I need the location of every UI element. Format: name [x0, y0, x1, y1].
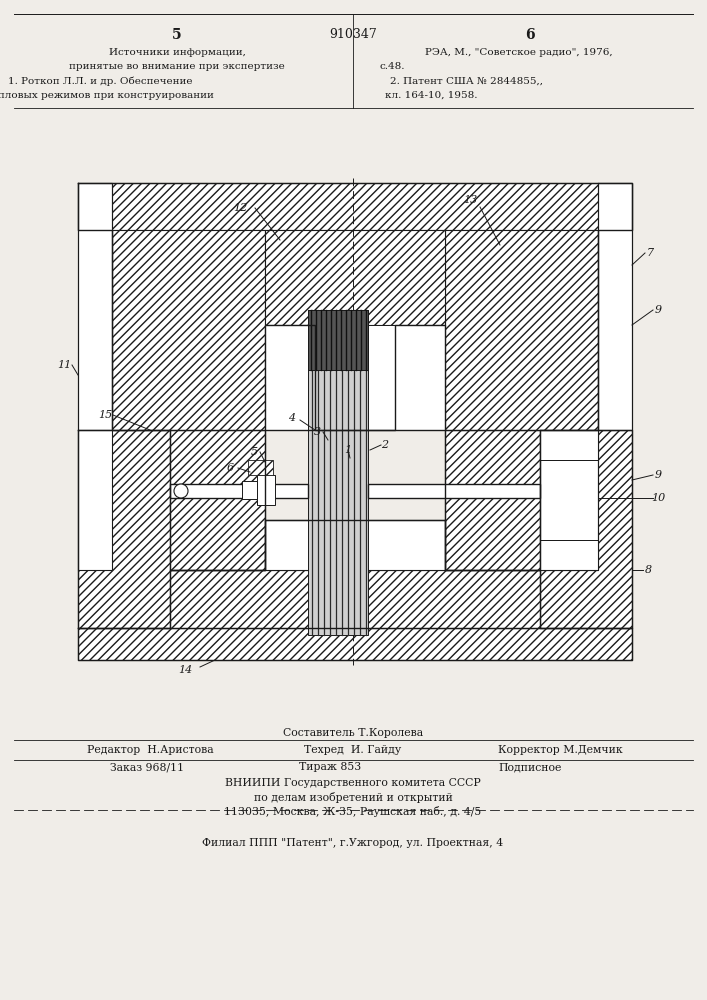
Bar [112, 230, 265, 430]
Text: Заказ 968/11: Заказ 968/11 [110, 762, 184, 772]
Bar [265, 230, 445, 325]
Text: 2. Патент США № 2844855,,: 2. Патент США № 2844855,, [390, 77, 543, 86]
Bar [78, 628, 632, 660]
Bar [368, 484, 540, 498]
Text: 1. Роткоп Л.Л. и др. Обеспечение: 1. Роткоп Л.Л. и др. Обеспечение [8, 77, 192, 87]
Text: 5: 5 [250, 447, 257, 457]
Bar [78, 430, 170, 628]
Bar [308, 310, 368, 635]
Text: 13: 13 [463, 195, 477, 205]
Bar [540, 540, 598, 570]
Bar [257, 475, 275, 505]
Bar [170, 484, 308, 498]
Bar [78, 183, 632, 230]
Text: 9: 9 [655, 305, 662, 315]
Text: 910347: 910347 [329, 28, 377, 41]
Text: 8: 8 [645, 565, 652, 575]
Ellipse shape [174, 484, 188, 498]
Text: 4: 4 [288, 413, 296, 423]
Bar [315, 325, 395, 430]
Bar [395, 325, 445, 430]
Bar [78, 430, 112, 570]
Text: 2: 2 [382, 440, 389, 450]
Text: кл. 164-10, 1958.: кл. 164-10, 1958. [385, 91, 477, 100]
Text: 14: 14 [178, 665, 192, 675]
Text: тепловых режимов при конструировании: тепловых режимов при конструировании [0, 91, 214, 100]
Text: 6: 6 [525, 28, 534, 42]
Text: 11: 11 [57, 360, 71, 370]
Text: ВНИИПИ Государственного комитета СССР: ВНИИПИ Государственного комитета СССР [225, 778, 481, 788]
Bar [540, 430, 632, 628]
Text: РЭА, М., "Советское радио", 1976,: РЭА, М., "Советское радио", 1976, [425, 48, 613, 57]
Text: 9: 9 [655, 470, 662, 480]
Text: Филиал ППП "Патент", г.Ужгород, ул. Проектная, 4: Филиал ППП "Патент", г.Ужгород, ул. Прое… [202, 838, 503, 848]
Text: 113035, Москва, Ж-35, Раушская наб., д. 4/5: 113035, Москва, Ж-35, Раушская наб., д. … [224, 806, 481, 817]
Text: Составитель Т.Королева: Составитель Т.Королева [283, 728, 423, 738]
Bar [265, 520, 445, 570]
Bar [248, 460, 273, 475]
Text: 12: 12 [233, 203, 247, 213]
Text: Подписное: Подписное [498, 762, 561, 772]
Bar [170, 570, 540, 628]
Text: 6: 6 [226, 463, 233, 473]
Bar [242, 481, 257, 499]
Text: 10: 10 [651, 493, 665, 503]
Text: Корректор М.Демчик: Корректор М.Демчик [498, 745, 622, 755]
Text: 1: 1 [344, 445, 351, 455]
Text: 5: 5 [173, 28, 182, 42]
Text: 3: 3 [313, 427, 320, 437]
Bar [78, 183, 112, 430]
Text: Техред  И. Гайду: Техред И. Гайду [305, 745, 402, 755]
Text: Редактор  Н.Аристова: Редактор Н.Аристова [87, 745, 214, 755]
Bar [170, 430, 265, 570]
Bar [445, 430, 540, 570]
Bar [598, 183, 632, 430]
Text: с.48.: с.48. [380, 62, 406, 71]
Bar [265, 325, 315, 430]
Bar [540, 430, 598, 460]
Text: 15: 15 [98, 410, 112, 420]
Text: принятые во внимание при экспертизе: принятые во внимание при экспертизе [69, 62, 285, 71]
Text: Источники информации,: Источники информации, [109, 48, 245, 57]
Text: Тираж 853: Тираж 853 [299, 762, 361, 772]
Bar [445, 230, 598, 430]
Text: по делам изобретений и открытий: по делам изобретений и открытий [254, 792, 452, 803]
Bar [308, 310, 368, 370]
Text: 7: 7 [646, 248, 653, 258]
Bar [540, 430, 598, 570]
